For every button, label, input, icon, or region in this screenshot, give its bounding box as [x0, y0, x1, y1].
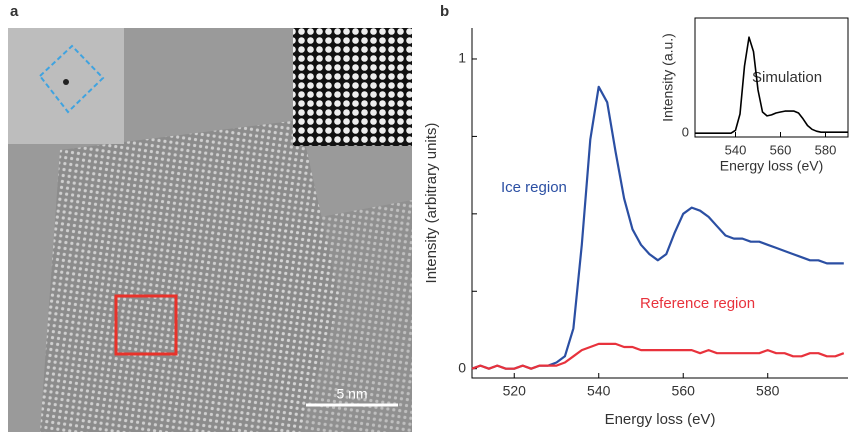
panel-label: b	[440, 3, 449, 20]
tem-image	[8, 28, 412, 432]
y-tick-label: 0	[458, 359, 466, 375]
series-label: Ice region	[501, 179, 567, 196]
inset-background	[695, 18, 848, 137]
y-axis-label: Intensity (a.u.)	[660, 33, 676, 122]
x-tick-label: 580	[815, 142, 837, 157]
y-axis-label: Intensity (arbitrary units)	[423, 123, 440, 284]
x-tick-label: 580	[756, 383, 780, 399]
x-tick-label: 560	[672, 383, 696, 399]
x-tick-label: 540	[725, 142, 747, 157]
series-line	[695, 36, 848, 134]
y-tick-label: 1	[458, 50, 466, 66]
scale-bar-label: 5 nm	[336, 386, 367, 402]
series-label: Reference region	[640, 295, 755, 312]
x-tick-label: 560	[770, 142, 792, 157]
series-line	[471, 342, 845, 370]
y-tick-label: 0	[682, 125, 689, 140]
x-tick-label: 520	[503, 383, 527, 399]
panel-label: a	[10, 3, 19, 20]
x-axis-label: Energy loss (eV)	[720, 158, 823, 174]
axes	[471, 28, 848, 379]
x-tick-label: 540	[587, 383, 611, 399]
x-axis-label: Energy loss (eV)	[605, 411, 716, 428]
inset-title: Simulation	[752, 69, 822, 86]
axes	[694, 17, 849, 138]
